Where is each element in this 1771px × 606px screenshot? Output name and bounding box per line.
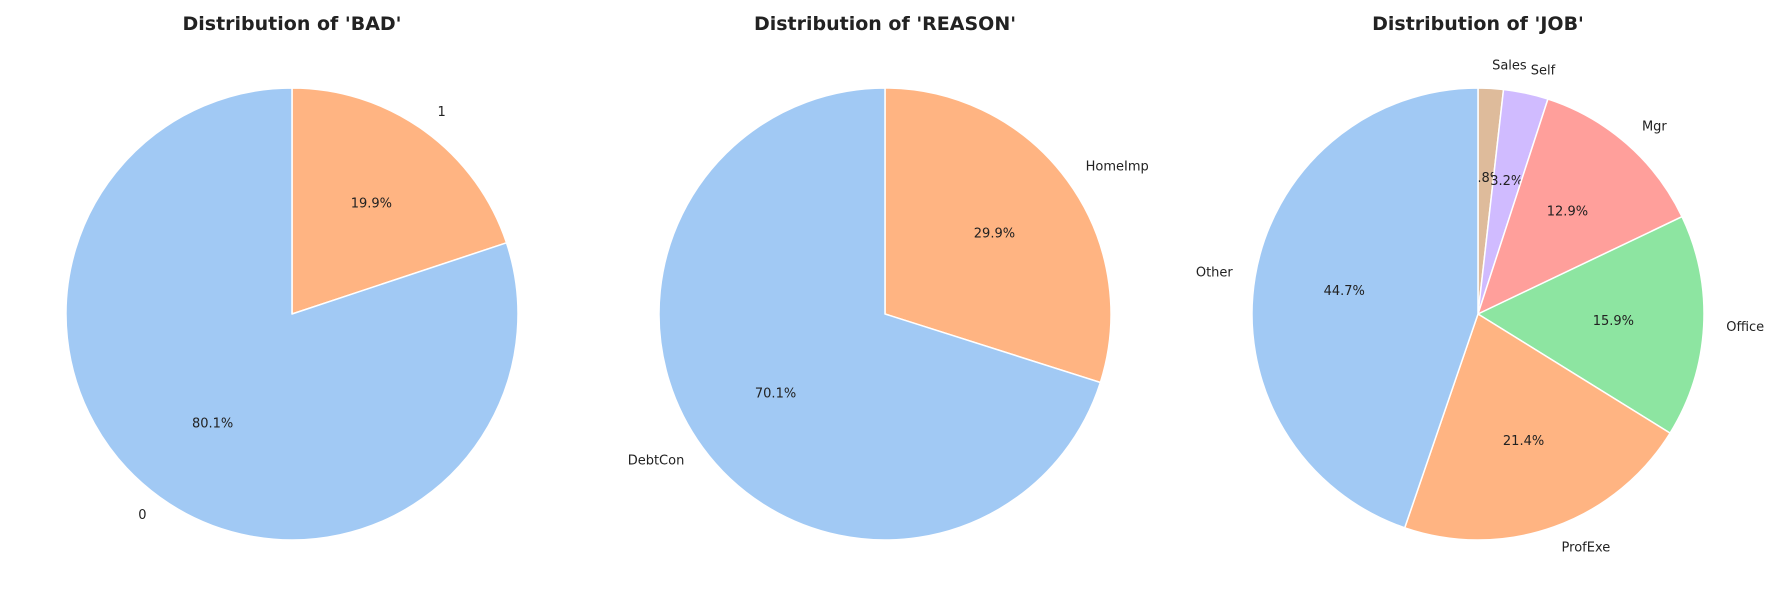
slice-percent-debtcon: 70.1% <box>755 387 796 402</box>
slice-label-0: 0 <box>138 508 146 523</box>
slice-percent-homeimp: 29.9% <box>974 226 1015 241</box>
pie-slice-debtcon <box>658 87 1102 541</box>
pie-slice-mgr <box>1477 98 1683 315</box>
slice-percent-office: 15.9% <box>1593 314 1634 329</box>
slice-percent-profexe: 21.4% <box>1503 434 1544 449</box>
chart-title-2: Distribution of 'JOB' <box>1372 13 1584 35</box>
slice-percent-0: 80.1% <box>192 416 233 431</box>
pie-chart-1: HomeImp 29.9% DebtCon 70.1% Distribution of … <box>628 13 1149 541</box>
pie-chart-0: 1 19.9% 0 80.1% Distribution of 'BAD' <box>65 13 519 541</box>
chart-title-0: Distribution of 'BAD' <box>182 13 401 35</box>
slice-percent-self: 3.2% <box>1490 174 1523 189</box>
pie-slice-0 <box>65 87 519 541</box>
slice-percent-other: 44.7% <box>1324 284 1365 299</box>
pie-slice-other <box>1251 87 1479 529</box>
slice-label-profexe: ProfExe <box>1562 541 1611 556</box>
slice-label-homeimp: HomeImp <box>1086 160 1149 175</box>
slice-label-other: Other <box>1196 266 1234 281</box>
slice-label-self: Self <box>1531 64 1556 79</box>
slice-label-office: Office <box>1726 320 1764 335</box>
slice-label-1: 1 <box>437 105 445 120</box>
slice-label-mgr: Mgr <box>1642 120 1667 135</box>
slice-percent-1: 19.9% <box>351 197 392 212</box>
pie-slice-homeimp <box>884 87 1112 384</box>
pie-chart-2: Sales1.8%Self3.2%Mgr12.9%Office15.9%Prof… <box>1196 13 1764 556</box>
slice-label-sales: Sales <box>1492 58 1527 73</box>
pie-slice-profexe <box>1403 313 1671 541</box>
pie-slice-1 <box>291 87 508 315</box>
pie-slice-office <box>1477 215 1705 434</box>
chart-title-1: Distribution of 'REASON' <box>754 13 1016 35</box>
slice-label-debtcon: DebtCon <box>628 453 685 468</box>
slice-percent-mgr: 12.9% <box>1547 205 1588 220</box>
